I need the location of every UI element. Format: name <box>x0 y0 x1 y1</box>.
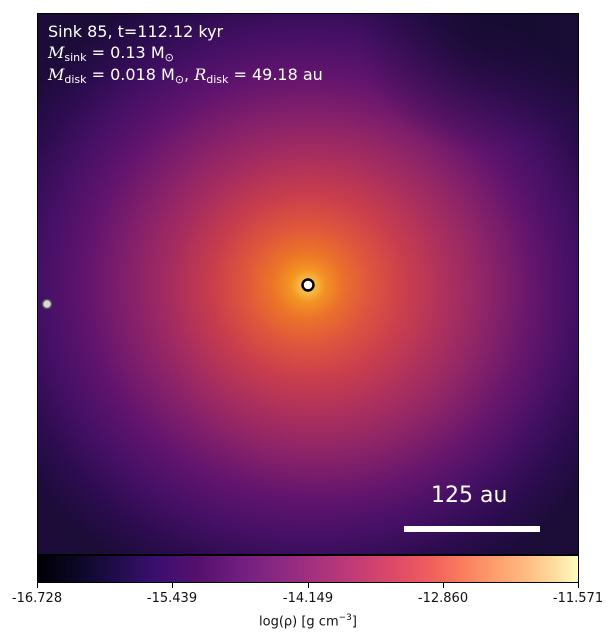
msink-subscript: sink <box>64 51 87 64</box>
sink-time-label: Sink 85, t=112.12 kyr <box>48 22 224 41</box>
colorbar-tick-label: -16.728 <box>11 591 63 606</box>
colorbar-label-prefix: log(ρ) [g cm <box>259 614 339 630</box>
secondary-sink-marker <box>41 298 53 310</box>
colorbar-label-suffix: ] <box>351 614 357 630</box>
rdisk-subscript: disk <box>206 73 229 86</box>
density-image <box>38 14 578 554</box>
mdisk-value: = 0.018 M <box>86 65 175 84</box>
colorbar-tick-label: -14.149 <box>282 591 334 606</box>
mdisk-sun-symbol: ⊙ <box>174 73 185 86</box>
colorbar-tick <box>578 583 579 588</box>
scalebar-line <box>404 526 540 532</box>
disk-properties-label: Mdisk = 0.018 M⊙, Rdisk = 49.18 au <box>48 65 323 86</box>
density-map: Sink 85, t=112.12 kyr Msink = 0.13 M⊙ Md… <box>37 13 579 555</box>
rdisk-symbol: R <box>194 65 207 84</box>
colorbar-tick <box>37 583 38 588</box>
colorbar-tick-label: -12.860 <box>417 591 469 606</box>
sink-mass-label: Msink = 0.13 M⊙ <box>48 43 174 64</box>
colorbar-label-exponent: −3 <box>338 613 352 623</box>
msink-sun-symbol: ⊙ <box>164 51 174 64</box>
colorbar-tick <box>443 583 444 588</box>
colorbar-tick <box>308 583 309 588</box>
mdisk-symbol: M <box>48 65 65 84</box>
mdisk-separator: , <box>184 65 195 84</box>
colorbar-tick-label: -11.571 <box>552 591 604 606</box>
primary-sink-marker <box>301 278 315 292</box>
mdisk-subscript: disk <box>64 73 87 86</box>
colorbar-tick-label: -15.439 <box>146 591 198 606</box>
colorbar <box>37 555 579 583</box>
msink-value: = 0.13 M <box>86 43 165 62</box>
msink-symbol: M <box>48 43 65 62</box>
scalebar-label: 125 au <box>431 483 508 508</box>
colorbar-tick <box>172 583 173 588</box>
colorbar-label: log(ρ) [g cm−3] <box>259 613 357 629</box>
rdisk-value: = 49.18 au <box>228 65 323 84</box>
